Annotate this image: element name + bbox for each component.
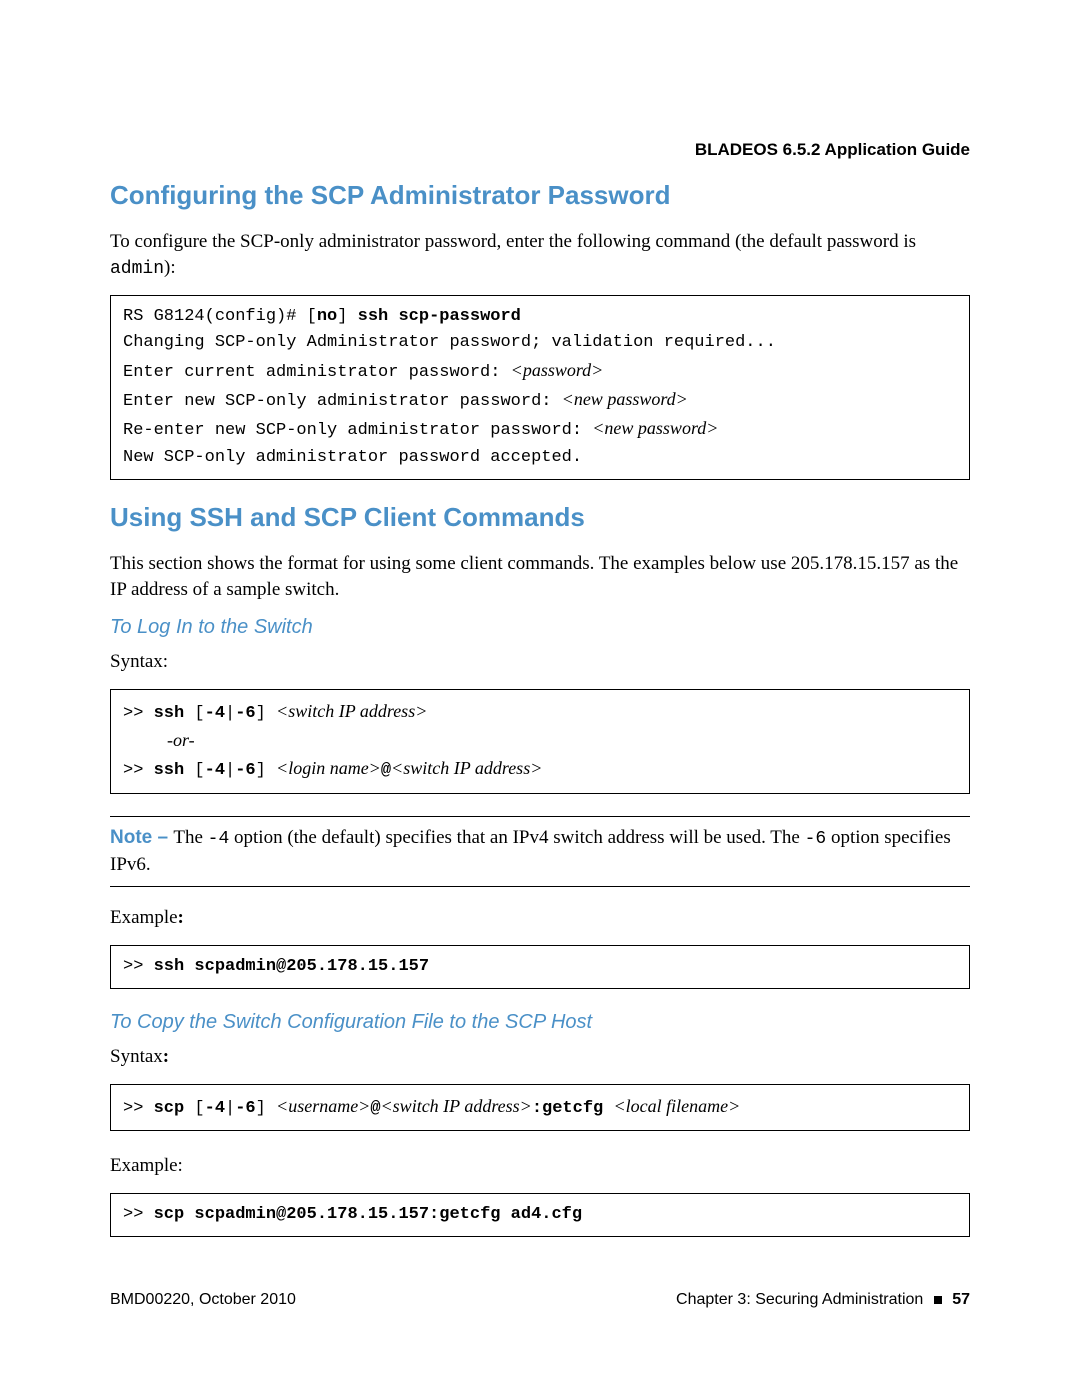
section1-intro-a: To configure the SCP-only administrator … bbox=[110, 231, 916, 252]
syntax-label-2: Syntax: bbox=[110, 1044, 970, 1070]
scp-e: | bbox=[225, 1099, 235, 1118]
note-c2: -6 bbox=[805, 829, 827, 849]
ssh1-i: <switch IP address> bbox=[276, 701, 427, 721]
example-label-1-text: Example bbox=[110, 907, 178, 928]
scp-h: : bbox=[532, 1099, 542, 1118]
section1-intro: To configure the SCP-only administrator … bbox=[110, 229, 970, 281]
codebox-scp-example: >> scp scpadmin@205.178.15.157:getcfg ad… bbox=[110, 1193, 970, 1237]
sshex-b: ssh scpadmin@205.178.15.157 bbox=[154, 957, 429, 976]
ssh1-b: ssh bbox=[154, 704, 185, 723]
code-l5-a: Re-enter new SCP-only administrator pass… bbox=[123, 421, 592, 440]
syntax-label-2-text: Syntax bbox=[110, 1046, 163, 1067]
ssh1-f: -6 bbox=[235, 704, 255, 723]
code-l6: New SCP-only administrator password acce… bbox=[123, 445, 957, 471]
scp-at: @ bbox=[370, 1099, 380, 1118]
section1-intro-b: ): bbox=[164, 257, 176, 278]
code-l3-a: Enter current administrator password: bbox=[123, 363, 511, 382]
codebox-scp-syntax: >> scp [-4|-6] <username>@<switch IP add… bbox=[110, 1084, 970, 1131]
ssh2-i2: <switch IP address> bbox=[391, 758, 542, 778]
ssh2-at: @ bbox=[381, 761, 391, 780]
scp-j: getcfg bbox=[542, 1099, 603, 1118]
ssh1-c: [ bbox=[184, 704, 204, 723]
footer-right: Chapter 3: Securing Administration 57 bbox=[676, 1291, 970, 1309]
header-guide-title: BLADEOS 6.5.2 Application Guide bbox=[695, 140, 970, 160]
code-l1-d: ssh scp-password bbox=[358, 307, 521, 326]
code-l4-a: Enter new SCP-only administrator passwor… bbox=[123, 392, 562, 411]
note-a: The bbox=[173, 827, 207, 848]
subheading-login: To Log In to the Switch bbox=[110, 616, 970, 639]
syntax-label-2-colon: : bbox=[163, 1046, 169, 1067]
example-label-2: Example: bbox=[110, 1153, 970, 1179]
section-heading-scp-password: Configuring the SCP Administrator Passwo… bbox=[110, 180, 970, 211]
ssh2-g: ] bbox=[256, 761, 276, 780]
ssh1-e: | bbox=[225, 704, 235, 723]
code-l1-b: no bbox=[317, 307, 337, 326]
example-label-1: Example: bbox=[110, 905, 970, 931]
syntax-label-1: Syntax: bbox=[110, 649, 970, 675]
footer-page-number: 57 bbox=[952, 1291, 970, 1308]
footer-left: BMD00220, October 2010 bbox=[110, 1291, 296, 1309]
ssh2-b: ssh bbox=[154, 761, 185, 780]
scp-a: >> bbox=[123, 1099, 154, 1118]
ssh2-a: >> bbox=[123, 761, 154, 780]
subheading-copy-config: To Copy the Switch Configuration File to… bbox=[110, 1011, 970, 1034]
code-l2: Changing SCP-only Administrator password… bbox=[123, 330, 957, 356]
scp-c: [ bbox=[184, 1099, 204, 1118]
codebox-scp-password: RS G8124(config)# [no] ssh scp-password … bbox=[110, 295, 970, 480]
square-bullet-icon bbox=[934, 1296, 942, 1304]
ssh2-c: [ bbox=[184, 761, 204, 780]
ssh2-i1: <login name> bbox=[276, 758, 381, 778]
scpex-a: >> bbox=[123, 1205, 154, 1224]
code-l4-i: <new password> bbox=[562, 389, 688, 409]
ssh1-d: -4 bbox=[205, 704, 225, 723]
scp-f: -6 bbox=[235, 1099, 255, 1118]
code-l5-i: <new password> bbox=[592, 418, 718, 438]
scp-i1: <username> bbox=[276, 1096, 370, 1116]
scpex-b: scp scpadmin@205.178.15.157:getcfg ad4.c… bbox=[154, 1205, 582, 1224]
scp-b: scp bbox=[154, 1099, 185, 1118]
footer-chapter: Chapter 3: Securing Administration bbox=[676, 1291, 923, 1308]
ssh1-a: >> bbox=[123, 704, 154, 723]
ssh1-g: ] bbox=[256, 704, 276, 723]
section1-intro-code: admin bbox=[110, 259, 164, 279]
page: BLADEOS 6.5.2 Application Guide Configur… bbox=[0, 0, 1080, 1397]
scp-sp bbox=[603, 1099, 613, 1118]
page-footer: BMD00220, October 2010 Chapter 3: Securi… bbox=[110, 1291, 970, 1309]
sshex-a: >> bbox=[123, 957, 154, 976]
codebox-ssh-example: >> ssh scpadmin@205.178.15.157 bbox=[110, 945, 970, 989]
note-b: option (the default) specifies that an I… bbox=[229, 827, 804, 848]
ssh-or: -or- bbox=[123, 727, 957, 755]
ssh2-d: -4 bbox=[205, 761, 225, 780]
ssh2-e: | bbox=[225, 761, 235, 780]
section2-intro: This section shows the format for using … bbox=[110, 551, 970, 602]
example-label-1-colon: : bbox=[178, 907, 184, 928]
section-heading-ssh-scp: Using SSH and SCP Client Commands bbox=[110, 502, 970, 533]
code-l1-a: RS G8124(config)# [ bbox=[123, 307, 317, 326]
note-label: Note – bbox=[110, 827, 173, 848]
note-block: Note – The -4 option (the default) speci… bbox=[110, 816, 970, 888]
code-l1-c: ] bbox=[337, 307, 357, 326]
scp-i3: <local filename> bbox=[613, 1096, 740, 1116]
ssh2-f: -6 bbox=[235, 761, 255, 780]
note-c1: -4 bbox=[208, 829, 230, 849]
scp-i2: <switch IP address> bbox=[381, 1096, 532, 1116]
scp-d: -4 bbox=[205, 1099, 225, 1118]
code-l3-i: <password> bbox=[511, 360, 604, 380]
scp-g: ] bbox=[256, 1099, 276, 1118]
codebox-ssh-syntax: >> ssh [-4|-6] <switch IP address> -or- … bbox=[110, 689, 970, 794]
